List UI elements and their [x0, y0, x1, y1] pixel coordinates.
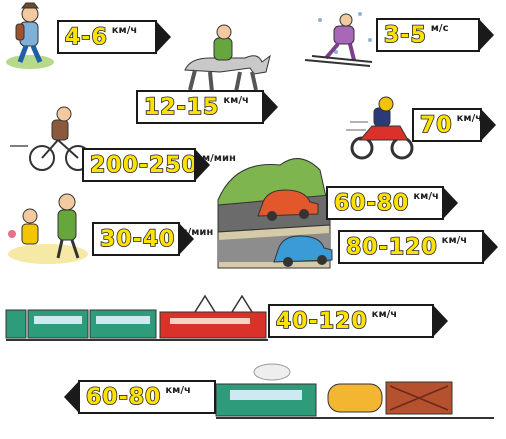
horse-speed-value: 12-15 [143, 94, 220, 121]
ski-speed-unit: м/с [430, 23, 449, 34]
motorcycle-speed-value: 70 [419, 112, 453, 139]
motorcycle-speed-unit: км/ч [456, 113, 483, 124]
electric-train-speed-unit: км/ч [371, 309, 398, 320]
highway-speed-value: 80-120 [345, 234, 438, 261]
freight-train-speed-sign: 60-80 км/ч [64, 380, 216, 414]
skier-illustration [304, 12, 373, 67]
cycling-speed-value: 200-250 [89, 152, 198, 179]
walking-man-illustration [6, 2, 54, 69]
horse-speed-sign: 12-15 км/ч [136, 90, 278, 124]
electric-train-speed-value: 40-120 [275, 308, 368, 335]
freight-train-illustration [215, 363, 494, 419]
walking-speed-unit: км/ч [111, 25, 138, 36]
cyclist-illustration [10, 106, 91, 171]
road-scene-illustration [217, 158, 333, 269]
highway-speed-unit: км/ч [441, 235, 468, 246]
children-speed-value: 30-40 [99, 226, 176, 253]
motorcycle-speed-sign: 70 км/ч [412, 108, 496, 142]
car-speed-value: 60-80 [333, 190, 410, 217]
car-speed-unit: км/ч [413, 191, 439, 202]
children-walking-illustration [8, 193, 88, 264]
freight-train-speed-value: 60-80 [85, 384, 162, 411]
electric-train-illustration [5, 294, 268, 341]
freight-train-speed-unit: км/ч [165, 385, 191, 396]
walking-speed-value: 4-6 [64, 24, 108, 51]
car-speed-sign: 60-80 км/ч [326, 186, 458, 220]
children-speed-unit: м/мин [179, 227, 214, 238]
horse-speed-unit: км/ч [223, 95, 249, 106]
children-speed-sign: 30-40 м/мин [92, 222, 213, 256]
walking-speed-sign: 4-6 км/ч [57, 20, 171, 54]
motorcycle-illustration [346, 96, 414, 160]
electric-train-speed-sign: 40-120 км/ч [268, 304, 448, 338]
cycling-speed-unit: м/мин [201, 153, 236, 164]
ski-speed-sign: 3-5 м/с [376, 18, 494, 52]
ski-speed-value: 3-5 [383, 22, 427, 49]
cycling-speed-sign: 200-250 м/мин [82, 148, 236, 182]
horse-rider-illustration [184, 24, 271, 93]
highway-speed-sign: 80-120 км/ч [338, 230, 498, 264]
